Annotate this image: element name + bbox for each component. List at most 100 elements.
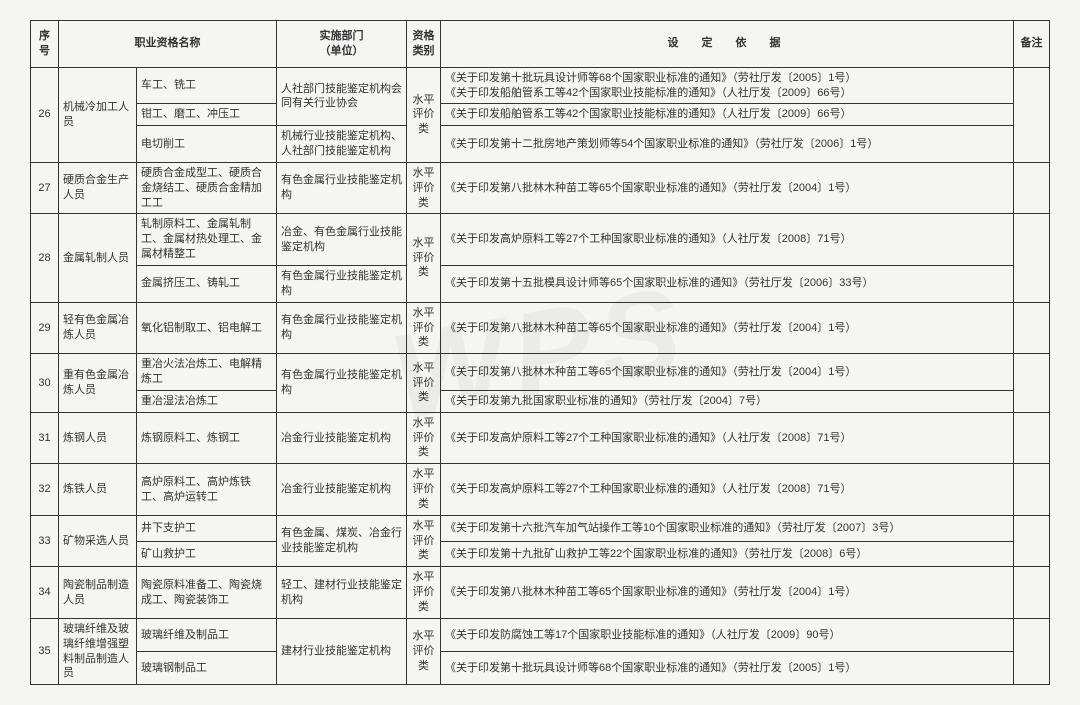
cell-seq: 26 [31,67,59,162]
cell-dept: 机械行业技能鉴定机构、人社部门技能鉴定机构 [277,126,407,163]
cell-basis: 《关于印发第十五批模具设计师等65个国家职业标准的通知》（劳社厅发〔2006〕3… [441,265,1014,302]
cell-seq: 31 [31,412,59,464]
cell-dept: 有色金属行业技能鉴定机构 [277,302,407,354]
cell-name-sub: 金属挤压工、铸轧工 [137,265,277,302]
cell-note [1014,618,1050,684]
cell-seq: 28 [31,214,59,302]
cell-seq: 27 [31,162,59,214]
cell-dept: 有色金属、煤炭、冶金行业技能鉴定机构 [277,515,407,567]
table-row: 32炼铁人员高炉原料工、高炉炼铁工、高炉运转工冶金行业技能鉴定机构水平 评价类《… [31,464,1050,516]
cell-seq: 33 [31,515,59,567]
table-row: 27硬质合金生产人员硬质合金成型工、硬质合金烧结工、硬质合金精加工工有色金属行业… [31,162,1050,214]
cell-dept: 冶金行业技能鉴定机构 [277,464,407,516]
header-note: 备注 [1014,21,1050,68]
cell-name-sub: 陶瓷原料准备工、陶瓷烧成工、陶瓷装饰工 [137,567,277,619]
cell-basis: 《关于印发高炉原料工等27个工种国家职业标准的通知》（人社厅发〔2008〕71号… [441,464,1014,516]
header-seq: 序号 [31,21,59,68]
cell-name-sub: 矿山救护工 [137,541,277,567]
header-basis: 设 定 依 据 [441,21,1014,68]
cell-basis: 《关于印发第十六批汽车加气站操作工等10个国家职业标准的通知》（劳社厅发〔200… [441,515,1014,541]
cell-basis: 《关于印发高炉原料工等27个工种国家职业标准的通知》（人社厅发〔2008〕71号… [441,214,1014,266]
cell-seq: 32 [31,464,59,516]
cell-name-sub: 车工、铣工 [137,67,277,104]
cell-basis: 《关于印发第八批林木种苗工等65个国家职业标准的通知》（劳社厅发〔2004〕1号… [441,567,1014,619]
cell-name-main: 陶瓷制品制造人员 [59,567,137,619]
cell-basis: 《关于印发第九批国家职业标准的通知》（劳社厅发〔2004〕7号） [441,390,1014,412]
cell-note [1014,67,1050,162]
cell-dept: 人社部门技能鉴定机构会同有关行业协会 [277,67,407,126]
cell-name-sub: 重冶火法冶炼工、电解精炼工 [137,354,277,391]
cell-basis: 《关于印发第十九批矿山救护工等22个国家职业标准的通知》（劳社厅发〔2008〕6… [441,541,1014,567]
cell-note [1014,567,1050,619]
header-cat: 资格 类别 [407,21,441,68]
cell-basis: 《关于印发高炉原料工等27个工种国家职业标准的通知》（人社厅发〔2008〕71号… [441,412,1014,464]
cell-category: 水平 评价类 [407,162,441,214]
cell-name-sub: 玻璃钢制品工 [137,652,277,685]
cell-dept: 冶金、有色金属行业技能鉴定机构 [277,214,407,266]
cell-name-sub: 轧制原料工、金属轧制工、金属材热处理工、金属材精整工 [137,214,277,266]
cell-name-main: 玻璃纤维及玻璃纤维增强塑料制品制造人员 [59,618,137,684]
cell-name-sub: 高炉原料工、高炉炼铁工、高炉运转工 [137,464,277,516]
cell-name-sub: 钳工、磨工、冲压工 [137,104,277,126]
cell-dept: 有色金属行业技能鉴定机构 [277,265,407,302]
cell-name-sub: 电切削工 [137,126,277,163]
cell-dept: 轻工、建材行业技能鉴定机构 [277,567,407,619]
cell-category: 水平 评价类 [407,412,441,464]
cell-name-sub: 玻璃纤维及制品工 [137,618,277,651]
cell-note [1014,354,1050,413]
header-name: 职业资格名称 [59,21,277,68]
cell-name-main: 重有色金属冶炼人员 [59,354,137,413]
table-row: 30重有色金属冶炼人员重冶火法冶炼工、电解精炼工有色金属行业技能鉴定机构水平 评… [31,354,1050,391]
cell-category: 水平 评价类 [407,354,441,413]
cell-category: 水平 评价类 [407,214,441,302]
cell-note [1014,515,1050,567]
cell-name-sub: 井下支护工 [137,515,277,541]
table-row: 26机械冷加工人员车工、铣工人社部门技能鉴定机构会同有关行业协会水平 评价类《关… [31,67,1050,104]
table-row: 重冶湿法冶炼工 《关于印发第九批国家职业标准的通知》（劳社厅发〔2004〕7号） [31,390,1050,412]
table-row: 钳工、磨工、冲压工 《关于印发船舶管系工等42个国家职业技能标准的通知》（人社厅发… [31,104,1050,126]
table-row: 矿山救护工 《关于印发第十九批矿山救护工等22个国家职业标准的通知》（劳社厅发〔2… [31,541,1050,567]
cell-note [1014,412,1050,464]
cell-name-sub: 重冶湿法冶炼工 [137,390,277,412]
cell-note [1014,162,1050,214]
cell-name-main: 炼铁人员 [59,464,137,516]
cell-seq: 29 [31,302,59,354]
cell-category: 水平 评价类 [407,302,441,354]
cell-category: 水平 评价类 [407,464,441,516]
cell-basis: 《关于印发船舶管系工等42个国家职业技能标准的通知》（人社厅发〔2009〕66号… [441,104,1014,126]
header-dept: 实施部门 （单位） [277,21,407,68]
table-row: 28金属轧制人员轧制原料工、金属轧制工、金属材热处理工、金属材精整工冶金、有色金… [31,214,1050,266]
cell-dept: 有色金属行业技能鉴定机构 [277,354,407,413]
cell-name-sub: 硬质合金成型工、硬质合金烧结工、硬质合金精加工工 [137,162,277,214]
cell-name-main: 矿物采选人员 [59,515,137,567]
cell-note [1014,214,1050,302]
cell-note [1014,302,1050,354]
table-row: 31炼钢人员炼钢原料工、炼钢工冶金行业技能鉴定机构水平 评价类《关于印发高炉原料… [31,412,1050,464]
cell-seq: 30 [31,354,59,413]
cell-category: 水平 评价类 [407,618,441,684]
cell-basis: 《关于印发第八批林木种苗工等65个国家职业标准的通知》（劳社厅发〔2004〕1号… [441,302,1014,354]
cell-category: 水平 评价类 [407,67,441,162]
qualification-table: 序号 职业资格名称 实施部门 （单位） 资格 类别 设 定 依 据 备注 26机… [30,20,1050,685]
cell-basis: 《关于印发第十批玩具设计师等68个国家职业标准的通知》（劳社厅发〔2005〕1号… [441,67,1014,104]
cell-dept: 冶金行业技能鉴定机构 [277,412,407,464]
cell-seq: 35 [31,618,59,684]
cell-basis: 《关于印发第八批林木种苗工等65个国家职业标准的通知》（劳社厅发〔2004〕1号… [441,354,1014,391]
cell-name-main: 炼钢人员 [59,412,137,464]
table-row: 电切削工机械行业技能鉴定机构、人社部门技能鉴定机构《关于印发第十二批房地产策划师… [31,126,1050,163]
cell-category: 水平 评价类 [407,567,441,619]
cell-name-main: 机械冷加工人员 [59,67,137,162]
table-row: 35玻璃纤维及玻璃纤维增强塑料制品制造人员玻璃纤维及制品工建材行业技能鉴定机构水… [31,618,1050,651]
cell-name-sub: 氧化铝制取工、铝电解工 [137,302,277,354]
cell-dept: 有色金属行业技能鉴定机构 [277,162,407,214]
cell-basis: 《关于印发第十二批房地产策划师等54个国家职业标准的通知》（劳社厅发〔2006〕… [441,126,1014,163]
table-row: 34陶瓷制品制造人员陶瓷原料准备工、陶瓷烧成工、陶瓷装饰工轻工、建材行业技能鉴定… [31,567,1050,619]
cell-name-main: 硬质合金生产人员 [59,162,137,214]
cell-basis: 《关于印发第十批玩具设计师等68个国家职业标准的通知》（劳社厅发〔2005〕1号… [441,652,1014,685]
cell-category: 水平 评价类 [407,515,441,567]
cell-basis: 《关于印发第八批林木种苗工等65个国家职业标准的通知》（劳社厅发〔2004〕1号… [441,162,1014,214]
cell-dept: 建材行业技能鉴定机构 [277,618,407,684]
table-row: 玻璃钢制品工 《关于印发第十批玩具设计师等68个国家职业标准的通知》（劳社厅发〔2… [31,652,1050,685]
table-row: 金属挤压工、铸轧工有色金属行业技能鉴定机构《关于印发第十五批模具设计师等65个国… [31,265,1050,302]
cell-note [1014,464,1050,516]
